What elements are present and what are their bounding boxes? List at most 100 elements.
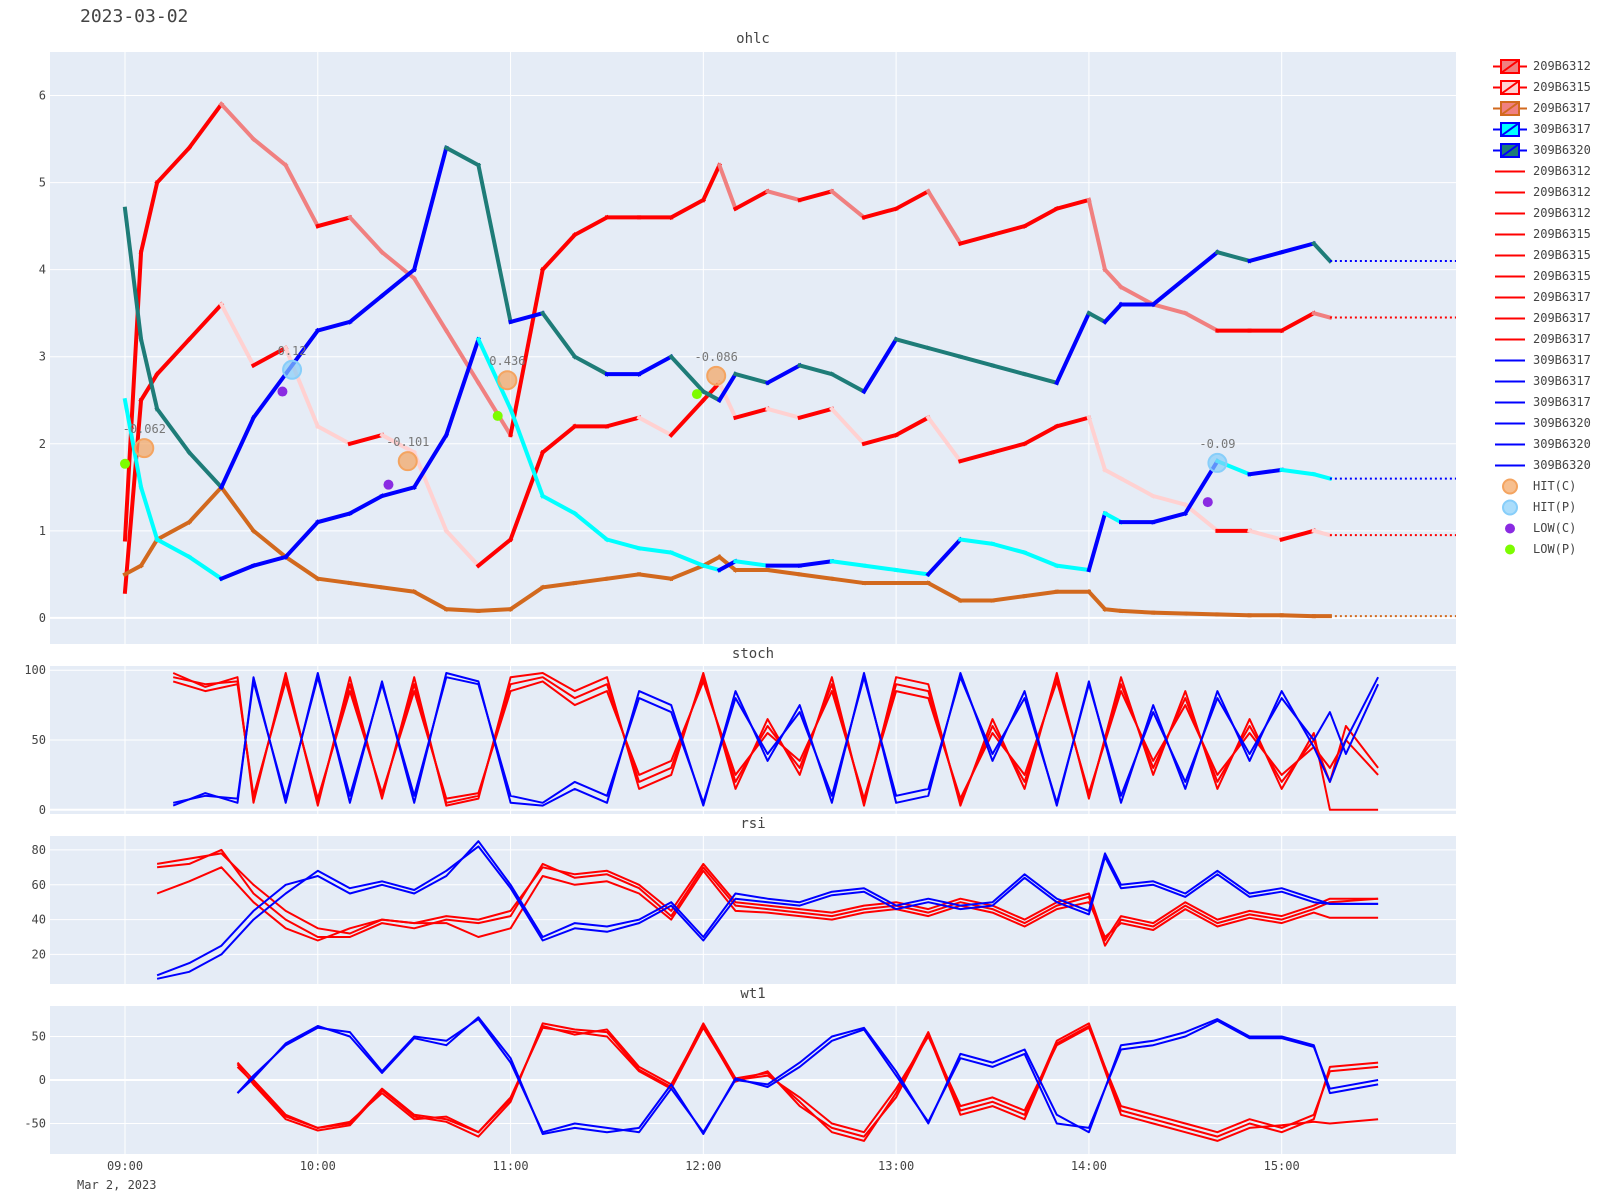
candle-segment [475, 536, 514, 569]
candle-segment [1310, 240, 1333, 264]
candle-segment [251, 554, 289, 569]
legend-label: 209B6317 [1533, 290, 1591, 304]
candle-segment [765, 188, 803, 203]
candle-segment [475, 380, 514, 438]
candle-segment [1311, 471, 1333, 482]
candle-segment [1102, 301, 1124, 325]
legend-item[interactable]: 309B6320 [1493, 413, 1591, 434]
legend-item[interactable]: 209B6315 [1493, 266, 1591, 287]
candle-segment [443, 145, 482, 168]
candle-segment [122, 397, 144, 490]
series-309B6320-candles [122, 145, 1456, 491]
legend-symbol-icon [1495, 359, 1525, 362]
wt1-line-209B6317 [236, 1025, 1379, 1142]
candle-segment [186, 484, 225, 525]
candle-segment [1102, 266, 1124, 290]
candle-segment [1118, 608, 1156, 615]
x-tick-label: 12:00 [685, 1159, 721, 1173]
legend-label: 209B6317 [1533, 311, 1591, 325]
candle-segment [797, 362, 835, 377]
ohlc-y-tick-label: 0 [39, 611, 46, 625]
candle-segment [716, 371, 739, 403]
candle-segment [379, 432, 417, 456]
candle-segment [668, 197, 707, 221]
candle-segment [315, 319, 353, 334]
candle-segment [186, 101, 225, 151]
candle-segment [539, 310, 578, 360]
candle-segment [700, 563, 722, 573]
candle-segment [1118, 284, 1156, 308]
candle-segment [716, 558, 739, 573]
legend-item[interactable]: 209B6317 [1493, 98, 1591, 119]
legend-item[interactable]: 309B6320 [1493, 140, 1591, 161]
marker-lowc [277, 386, 288, 397]
legend-item[interactable]: 209B6312 [1493, 203, 1591, 224]
candle-segment [797, 188, 835, 203]
legend-item[interactable]: 209B6315 [1493, 224, 1591, 245]
candle-segment [411, 589, 450, 612]
legend-item[interactable]: HIT(C) [1493, 476, 1591, 497]
candle-segment [1182, 501, 1221, 534]
rsi-line-209B6317 [156, 866, 1379, 942]
candle-segment [539, 493, 578, 517]
ohlc-subplot-title: ohlc [736, 31, 770, 47]
legend-item[interactable]: 309B6317 [1493, 392, 1591, 413]
legend-item[interactable]: LOW(C) [1493, 518, 1591, 539]
candle-segment [572, 510, 610, 543]
candle-segment [861, 563, 899, 573]
candle-segment [668, 353, 707, 395]
marker-hitp [282, 359, 303, 380]
legend-item[interactable]: 209B6312 [1493, 56, 1591, 77]
stoch-panel: 0 50 100 stoch [24, 646, 1456, 817]
legend-symbol-icon [1493, 143, 1527, 158]
legend-symbol-icon [1495, 296, 1525, 299]
wt1-y-tick-label: 0 [39, 1073, 46, 1087]
ohlc-plot-area [50, 52, 1456, 644]
legend-item[interactable]: 309B6317 [1493, 119, 1591, 140]
candle-segment [282, 519, 321, 560]
legend-item[interactable]: 209B6315 [1493, 77, 1591, 98]
legend-item[interactable]: 209B6315 [1493, 245, 1591, 266]
marker-value-label: -0.09 [1199, 437, 1235, 451]
candle-segment [1182, 310, 1221, 334]
candle-segment [572, 353, 610, 377]
legend-item[interactable]: 209B6317 [1493, 308, 1591, 329]
rsi-line-209B6312 [156, 852, 1379, 942]
legend-item[interactable]: 309B6317 [1493, 350, 1591, 371]
legend-label: 309B6317 [1533, 395, 1591, 409]
candle-segment [154, 519, 192, 543]
candle-segment [138, 371, 160, 403]
candle-segment [347, 214, 385, 256]
series-209B6312-candles [122, 101, 1456, 542]
candle-segment [861, 206, 899, 220]
rsi-plot-area [50, 836, 1456, 984]
legend-item[interactable]: HIT(P) [1493, 497, 1591, 518]
candle-segment [1054, 415, 1092, 429]
stoch-subplot-title: stoch [732, 646, 774, 662]
legend-item[interactable]: 209B6312 [1493, 182, 1591, 203]
legend-item[interactable]: 209B6312 [1493, 161, 1591, 182]
candle-segment [1183, 611, 1220, 617]
legend[interactable]: 209B6312 209B6315 209B6317 309B6317 309B6320… [1493, 56, 1591, 560]
legend-symbol-icon [1495, 380, 1525, 383]
legend-item[interactable]: LOW(P) [1493, 539, 1591, 560]
legend-symbol-icon [1495, 401, 1525, 404]
legend-item[interactable]: 309B6320 [1493, 455, 1591, 476]
legend-item[interactable]: 309B6320 [1493, 434, 1591, 455]
candle-segment [1086, 415, 1108, 473]
candle-segment [379, 266, 417, 299]
marker-lowp [492, 410, 503, 421]
candle-segment [1150, 510, 1188, 525]
marker-value-label: -0.086 [695, 350, 738, 364]
marker-value-label: 0.436 [489, 354, 525, 368]
legend-item[interactable]: 209B6317 [1493, 329, 1591, 350]
legend-item[interactable]: 209B6317 [1493, 287, 1591, 308]
candle-segment [733, 371, 771, 386]
wt1-line-209B6315 [236, 1022, 1379, 1142]
candle-segment [925, 188, 964, 247]
legend-item[interactable]: 309B6317 [1493, 371, 1591, 392]
candle-segment [411, 432, 450, 491]
candle-segment [700, 554, 723, 569]
legend-symbol-icon [1493, 80, 1527, 95]
candle-segment [154, 336, 193, 377]
